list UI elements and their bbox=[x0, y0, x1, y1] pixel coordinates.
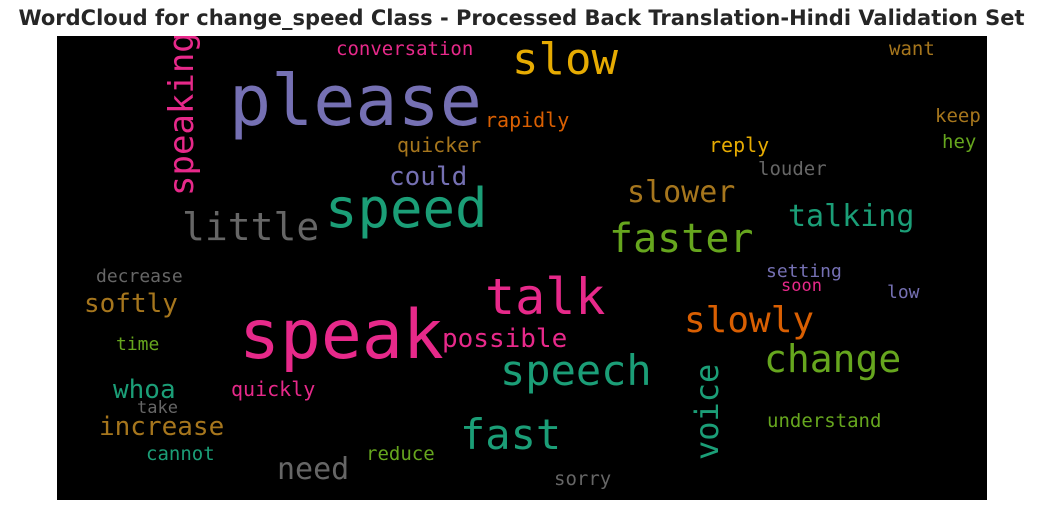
word-slowly: slowly bbox=[684, 300, 815, 341]
word-hey: hey bbox=[942, 131, 977, 153]
word-little: little bbox=[182, 205, 320, 249]
word-fast: fast bbox=[460, 410, 562, 459]
word-whoa: whoa bbox=[113, 375, 176, 405]
chart-title: WordCloud for change_speed Class - Proce… bbox=[18, 6, 1025, 30]
word-speaking: speaking bbox=[162, 36, 202, 196]
word-slow: slow bbox=[512, 36, 618, 85]
word-quickly: quickly bbox=[231, 377, 316, 401]
word-soon: soon bbox=[781, 276, 822, 296]
word-talk: talk bbox=[485, 268, 606, 326]
word-faster: faster bbox=[609, 216, 754, 262]
word-keep: keep bbox=[935, 105, 981, 127]
word-low: low bbox=[887, 282, 920, 303]
word-increase: increase bbox=[99, 412, 225, 442]
word-speak: speak bbox=[239, 296, 444, 375]
word-conversation: conversation bbox=[336, 38, 474, 60]
word-talking: talking bbox=[788, 199, 915, 234]
word-reduce: reduce bbox=[366, 443, 435, 465]
word-cannot: cannot bbox=[146, 443, 215, 465]
word-could: could bbox=[389, 162, 468, 192]
word-change: change bbox=[764, 337, 902, 381]
word-decrease: decrease bbox=[96, 266, 183, 287]
word-time: time bbox=[116, 334, 160, 355]
word-quicker: quicker bbox=[397, 133, 482, 157]
word-slower: slower bbox=[627, 175, 736, 210]
word-sorry: sorry bbox=[554, 468, 612, 490]
word-cloud: please speak speed talk slow fast speech… bbox=[57, 36, 987, 500]
word-need: need bbox=[277, 452, 350, 487]
word-want: want bbox=[889, 38, 935, 60]
word-take: take bbox=[137, 398, 178, 418]
word-voice: voice bbox=[688, 363, 726, 460]
word-reply: reply bbox=[709, 133, 770, 157]
word-setting: setting bbox=[766, 261, 842, 282]
word-rapidly: rapidly bbox=[485, 108, 570, 132]
word-speed: speed bbox=[325, 177, 488, 240]
word-please: please bbox=[229, 60, 482, 142]
word-softly: softly bbox=[84, 289, 178, 319]
word-speech: speech bbox=[500, 346, 652, 395]
word-understand: understand bbox=[767, 410, 882, 432]
word-possible: possible bbox=[442, 324, 568, 354]
word-louder: louder bbox=[758, 158, 827, 180]
